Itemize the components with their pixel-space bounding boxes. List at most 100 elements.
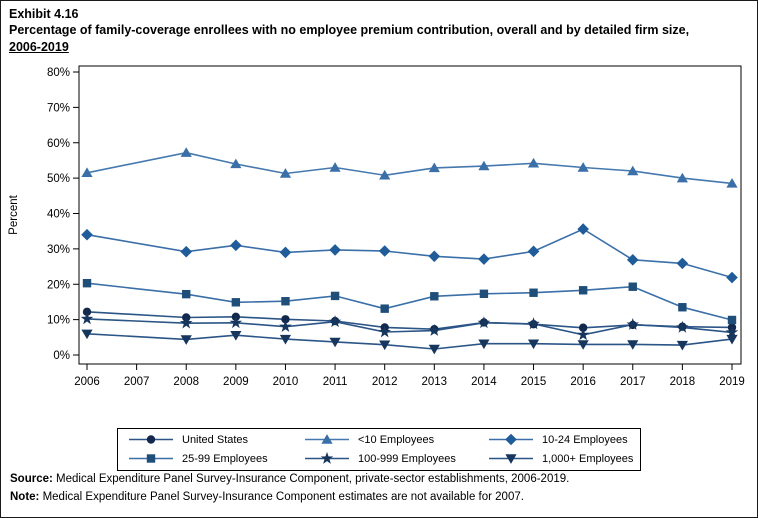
- triangle-up-marker: [428, 162, 440, 173]
- triangle-down-marker: [180, 335, 192, 345]
- legend-item-25-99-employees: 25-99 Employees: [128, 449, 304, 468]
- legend-item-united-states: United States: [128, 430, 304, 449]
- x-tick-label: 2008: [173, 376, 199, 388]
- line-chart: 0% 10% 20% 30% 40% 50% 60% 70% 80% 2006 2007 2008 20…: [8, 65, 745, 388]
- star-marker: [626, 317, 640, 330]
- triangle-down-marker: [279, 334, 292, 345]
- source-line: Source: Medical Expenditure Panel Survey…: [10, 471, 569, 489]
- note-text: Medical Expenditure Panel Survey-Insuran…: [39, 490, 524, 503]
- triangle-up-marker: [726, 178, 738, 188]
- series-line-10-employees: [86, 151, 733, 185]
- star-marker: [428, 323, 441, 336]
- legend-swatch: [129, 454, 173, 463]
- diamond-marker: [81, 228, 93, 241]
- legend-label: United States: [182, 433, 249, 446]
- triangle-up-marker: [379, 169, 391, 180]
- square-marker: [628, 282, 637, 291]
- note-label: Note:: [10, 490, 40, 503]
- y-tick-label: 50%: [47, 173, 70, 185]
- x-tick-label: 2012: [372, 376, 398, 388]
- x-tick-label: 2016: [570, 376, 596, 388]
- circle-marker: [578, 323, 588, 332]
- square-marker: [231, 298, 241, 307]
- diamond-marker: [378, 245, 391, 257]
- square-marker: [479, 289, 489, 299]
- triangle-up-marker: [527, 157, 540, 168]
- y-tick-label: 10%: [47, 315, 70, 327]
- triangle-down-marker: [379, 340, 391, 351]
- diamond-marker: [626, 254, 639, 266]
- x-tick-label: 2007: [124, 376, 150, 388]
- triangle-down-marker: [627, 340, 639, 350]
- legend-item-10-24-employees: 10-24 Employees: [488, 430, 634, 449]
- triangle-up-marker: [279, 168, 292, 178]
- diamond-marker: [478, 253, 490, 265]
- legend-label: <10 Employees: [358, 433, 435, 446]
- circle-marker: [281, 315, 290, 324]
- x-tick-label: 2013: [422, 376, 448, 388]
- x-tick-label: 2014: [471, 376, 497, 388]
- triangle-up-marker: [577, 162, 589, 172]
- y-tick-label: 70%: [47, 102, 70, 114]
- square-marker: [182, 289, 191, 299]
- x-tick-label: 2017: [620, 376, 646, 388]
- legend-swatch: [489, 454, 533, 464]
- triangle-down-marker: [428, 344, 440, 355]
- square-marker: [380, 304, 389, 313]
- diamond-marker: [527, 245, 540, 258]
- diamond-marker: [279, 246, 292, 259]
- legend-swatch: [305, 434, 349, 444]
- diamond-marker: [180, 245, 193, 258]
- square-marker: [146, 454, 156, 463]
- title-block: Exhibit 4.16 Percentage of family-covera…: [9, 6, 751, 56]
- square-marker: [430, 292, 439, 301]
- legend-swatch: [305, 451, 349, 464]
- y-tick-label: 80%: [47, 67, 70, 79]
- exhibit-number: Exhibit 4.16: [9, 7, 79, 21]
- x-tick-label: 2006: [74, 376, 100, 388]
- exhibit-title: Percentage of family-coverage enrollees …: [9, 23, 690, 37]
- triangle-down-marker: [478, 339, 490, 350]
- legend-label: 1,000+ Employees: [542, 452, 634, 465]
- star-marker: [477, 316, 491, 329]
- diamond-marker: [676, 257, 689, 270]
- star-marker: [279, 320, 292, 333]
- square-marker: [330, 291, 340, 301]
- triangle-up-marker: [329, 162, 341, 172]
- x-tick-label: 2011: [323, 376, 348, 388]
- triangle-down-marker: [329, 337, 341, 348]
- legend-swatch: [129, 435, 173, 444]
- triangle-down-marker: [726, 334, 738, 345]
- y-axis-title: Percent: [8, 194, 20, 234]
- star-marker: [229, 316, 243, 329]
- triangle-up-marker: [180, 147, 192, 157]
- x-tick-label: 2009: [223, 376, 249, 388]
- star-marker: [676, 320, 689, 333]
- legend-item-1-000-employees: 1,000+ Employees: [488, 449, 634, 468]
- star-marker: [576, 328, 590, 341]
- source-text: Medical Expenditure Panel Survey-Insuran…: [52, 473, 570, 485]
- x-tick-label: 2015: [521, 376, 547, 388]
- triangle-down-marker: [577, 340, 589, 350]
- square-marker: [82, 278, 92, 288]
- triangle-down-marker: [81, 329, 93, 340]
- exhibit-title-years: 2006-2019: [9, 40, 69, 54]
- x-tick-label: 2018: [670, 376, 696, 388]
- diamond-marker: [329, 244, 341, 256]
- y-tick-label: 20%: [47, 279, 70, 291]
- triangle-down-marker: [230, 330, 242, 341]
- square-marker: [727, 315, 737, 325]
- diamond-marker: [230, 239, 242, 252]
- square-marker: [578, 286, 588, 295]
- circle-marker: [146, 435, 156, 444]
- star-marker: [527, 317, 540, 330]
- footnotes: Source: Medical Expenditure Panel Survey…: [10, 471, 569, 506]
- triangle-up-marker: [478, 160, 490, 171]
- triangle-up-marker: [230, 158, 242, 169]
- legend-label: 100-999 Employees: [358, 452, 456, 465]
- circle-marker: [82, 307, 92, 317]
- triangle-down-marker: [505, 454, 517, 464]
- legend-label: 10-24 Employees: [542, 433, 628, 446]
- y-tick-label: 0%: [53, 350, 70, 362]
